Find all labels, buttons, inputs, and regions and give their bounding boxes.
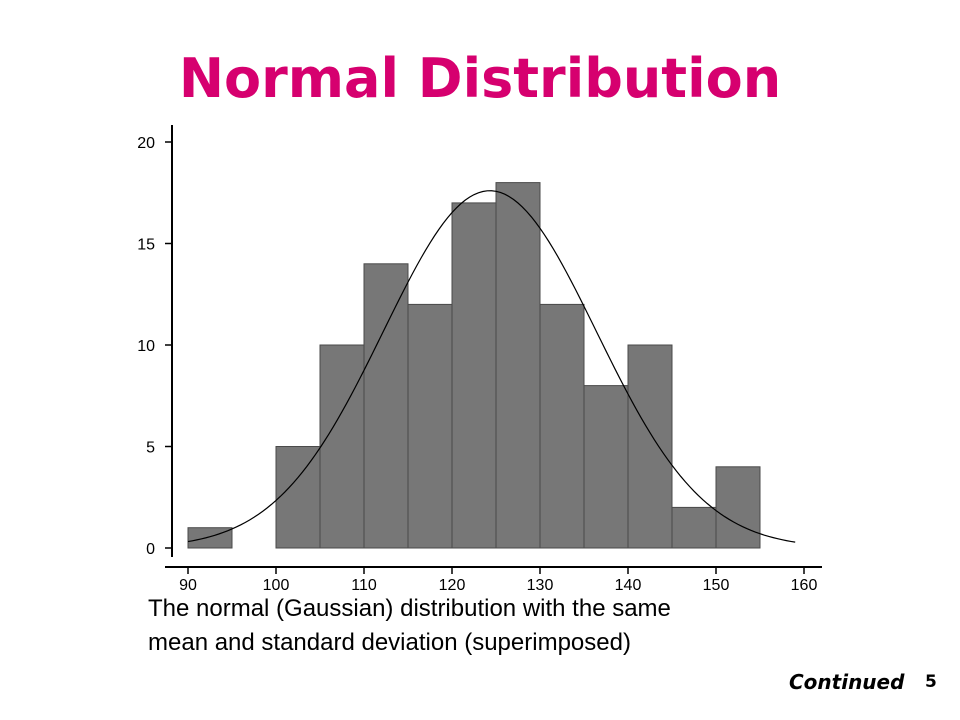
- histogram-bar-150-155: [715, 466, 761, 549]
- histogram-bar-140-145: [627, 344, 673, 549]
- x-tick-label-160: 160: [791, 577, 818, 594]
- histogram-bar-110-115: [363, 263, 409, 549]
- x-tick-label-110: 110: [351, 577, 377, 594]
- histogram-bar-90-95: [187, 527, 233, 549]
- histogram-bar-130-135: [539, 303, 585, 549]
- histogram-bar-105-110: [319, 344, 365, 549]
- x-tick-label-120: 120: [439, 577, 466, 594]
- x-tick-label-150: 150: [703, 577, 730, 594]
- caption-line-2: mean and standard deviation (superimpose…: [148, 629, 631, 656]
- histogram-bar-100-105: [275, 446, 321, 549]
- x-tick-label-130: 130: [527, 577, 554, 594]
- page-number: 5: [925, 672, 937, 692]
- y-tick-label-5: 5: [146, 440, 155, 457]
- x-tick-label-90: 90: [179, 577, 197, 594]
- histogram-bar-135-140: [583, 385, 629, 549]
- y-tick-label-0: 0: [146, 541, 155, 558]
- normal-curve-line: [187, 190, 796, 543]
- chart-caption: The normal (Gaussian) distribution with …: [148, 592, 908, 660]
- y-axis-ticks: 0 5 10 15 20: [137, 135, 172, 558]
- x-tick-label-100: 100: [263, 577, 290, 594]
- chart-axes: [165, 125, 822, 568]
- histogram-bar-145-150: [671, 506, 717, 549]
- slide-title: Normal Distribution: [178, 47, 782, 110]
- x-axis-ticks: 90 100 110 120 130 140 150 160: [179, 567, 817, 594]
- histogram-bars: [187, 182, 761, 549]
- caption-line-1: The normal (Gaussian) distribution with …: [148, 595, 671, 622]
- y-tick-label-15: 15: [137, 237, 155, 254]
- histogram-bar-120-125: [451, 202, 497, 549]
- continued-label: Continued: [789, 670, 905, 694]
- x-tick-label-140: 140: [615, 577, 642, 594]
- histogram-bar-115-120: [407, 303, 453, 549]
- y-tick-label-10: 10: [137, 338, 155, 355]
- histogram-bar-125-130: [495, 182, 541, 549]
- y-tick-label-20: 20: [137, 135, 155, 152]
